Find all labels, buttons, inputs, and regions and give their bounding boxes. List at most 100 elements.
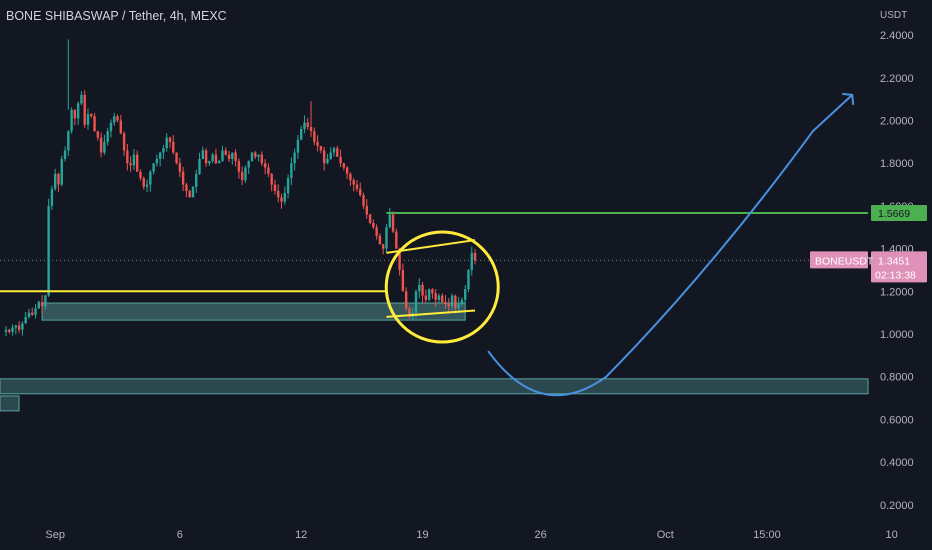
candle-up [290, 163, 293, 179]
candle-up [329, 152, 332, 159]
candle-down [83, 94, 86, 125]
y-tick-label: 2.4000 [880, 30, 914, 42]
candle-up [27, 312, 31, 317]
candle-up [388, 214, 391, 228]
candle-down [273, 184, 277, 191]
demand-zone-lower [0, 378, 869, 395]
candle-down [401, 269, 405, 292]
candle-up [162, 148, 165, 153]
candle-down [306, 122, 309, 127]
candle-down [454, 295, 457, 309]
candle-down [336, 148, 339, 157]
candle-down [136, 154, 139, 172]
candle-down [378, 235, 382, 245]
candle-up [155, 158, 159, 164]
candle-up [286, 178, 290, 194]
candle-down [181, 171, 185, 185]
candle-down [277, 190, 280, 198]
candle-down [322, 150, 326, 164]
candle-up [247, 161, 250, 168]
candle-down [8, 329, 11, 332]
candle-down [224, 150, 227, 155]
candle-down [172, 141, 175, 153]
candle-down [395, 231, 398, 249]
resistance-price-tag [871, 204, 927, 221]
candle-down [342, 163, 346, 168]
candle-up [250, 152, 254, 162]
x-tick-label: 12 [295, 529, 307, 541]
candle-up [70, 109, 73, 132]
candle-up [414, 291, 418, 313]
candle-down [90, 114, 93, 117]
y-axis-unit: USDT [880, 10, 907, 21]
candle-up [460, 299, 464, 305]
candle-up [76, 103, 80, 119]
candle-down [227, 154, 231, 159]
candle-up [244, 167, 247, 181]
y-tick-label: 0.2000 [880, 500, 914, 512]
candle-down [188, 190, 191, 198]
candle-down [116, 116, 119, 121]
candle-down [444, 301, 447, 305]
candle-up [152, 163, 155, 172]
candle-up [165, 137, 168, 149]
candle-down [424, 295, 428, 300]
candle-up [54, 173, 57, 189]
candle-down [119, 120, 122, 134]
highlight-circle [384, 230, 500, 344]
y-tick-label: 0.4000 [880, 457, 914, 469]
resistance-price-label: 1.5669 [878, 208, 910, 220]
candle-down [404, 291, 408, 309]
candle-up [385, 227, 388, 249]
countdown-label: 02:13:38 [875, 269, 916, 281]
candle-down [267, 167, 270, 174]
candle-down [237, 161, 241, 172]
candle-up [201, 150, 204, 159]
demand-zone-small [0, 395, 20, 412]
candle-up [211, 154, 214, 162]
candle-down [99, 137, 103, 153]
candle-up [63, 150, 67, 159]
candle-down [31, 312, 34, 315]
candle-up [303, 122, 306, 130]
candle-up [195, 173, 198, 187]
candle-up [293, 152, 296, 164]
candle-up [80, 94, 83, 104]
candle-up [24, 316, 27, 324]
current-price-tag [871, 251, 927, 283]
candle-down [214, 154, 218, 164]
candle-down [368, 214, 372, 223]
candle-down [365, 205, 368, 215]
symbol-label: BONEUSDT [815, 255, 874, 267]
wedge-lower-line [386, 309, 476, 318]
candle-down [73, 109, 77, 119]
candle-down [57, 173, 60, 185]
candle-up [283, 193, 286, 202]
candle-up [191, 186, 195, 198]
candle-up [427, 289, 431, 300]
candle-down [352, 180, 355, 185]
candle-down [270, 173, 273, 185]
candle-down [382, 244, 385, 249]
y-tick-label: 1.8000 [880, 158, 914, 170]
candle-up [231, 152, 234, 159]
chart-title: BONE SHIBASWAP / Tether, 4h, MEXC [6, 9, 227, 23]
candle-down [280, 197, 283, 202]
candle-down [447, 304, 450, 307]
candle-down [263, 163, 267, 168]
candle-down [441, 295, 444, 302]
candle-down [473, 252, 477, 261]
candle-down [316, 141, 319, 147]
y-tick-label: 2.0000 [880, 116, 914, 128]
current-price-label: 1.3451 [878, 255, 910, 267]
candle-up [60, 158, 63, 185]
candle-down [339, 156, 342, 164]
candle-up [208, 161, 211, 164]
candle-down [319, 146, 323, 151]
candle-up [198, 158, 201, 174]
candle-down [96, 131, 100, 138]
candle-down [17, 325, 21, 330]
candle-up [47, 205, 50, 296]
candle-up [14, 325, 18, 328]
